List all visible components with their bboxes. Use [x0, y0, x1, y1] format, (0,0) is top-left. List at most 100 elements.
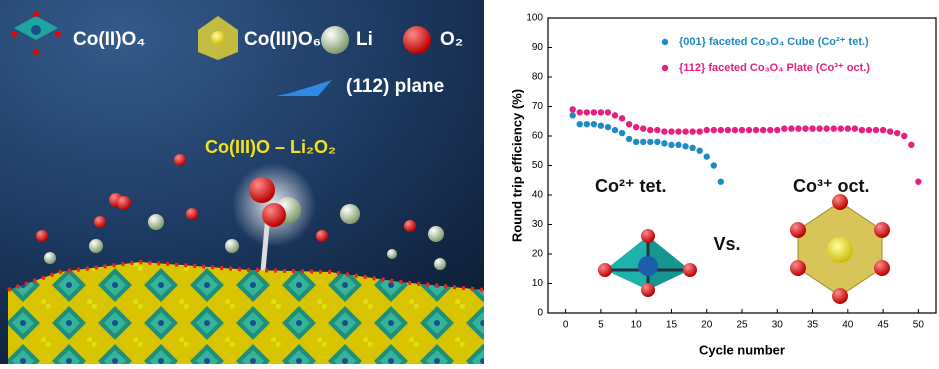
legend-label: Co(III)O₆ — [244, 29, 321, 50]
point — [612, 112, 618, 118]
point — [577, 121, 583, 127]
point — [682, 128, 688, 134]
y-tick-label: 0 — [537, 308, 543, 319]
point — [781, 125, 787, 131]
figure: Co(II)O₄ Co(III)O₆ Li O₂ (112) plane Co(… — [0, 0, 939, 364]
o-atom — [94, 216, 106, 228]
point — [704, 153, 710, 159]
annotation: Vs. — [713, 234, 740, 254]
point — [605, 124, 611, 130]
annotation: Co²⁺ tet. — [595, 176, 667, 196]
point — [591, 121, 597, 127]
o-dot — [33, 49, 39, 55]
o-atom — [404, 220, 416, 232]
point — [816, 125, 822, 131]
point — [661, 140, 667, 146]
point — [823, 125, 829, 131]
point — [689, 128, 695, 134]
point — [661, 128, 667, 134]
li-icon — [321, 26, 349, 54]
legend-label: Li — [356, 29, 373, 50]
point — [809, 125, 815, 131]
y-tick-label: 100 — [526, 13, 543, 24]
o-dot — [11, 31, 17, 37]
point — [569, 112, 575, 118]
point — [788, 125, 794, 131]
point — [633, 139, 639, 145]
point — [838, 125, 844, 131]
point — [640, 125, 646, 131]
legend-label: Co(II)O₄ — [73, 29, 145, 50]
x-tick-label: 50 — [913, 320, 925, 331]
point — [915, 179, 921, 185]
point — [795, 125, 801, 131]
point — [887, 128, 893, 134]
point — [584, 109, 590, 115]
o-atom — [832, 288, 848, 304]
point — [859, 127, 865, 133]
point — [640, 139, 646, 145]
point — [633, 124, 639, 130]
point — [626, 136, 632, 142]
chart-icons — [598, 194, 890, 304]
li-atom — [44, 252, 56, 264]
x-axis-title: Cycle number — [699, 342, 785, 357]
point — [654, 127, 660, 133]
point — [682, 143, 688, 149]
point — [577, 109, 583, 115]
o-atom — [874, 222, 890, 238]
x-tick-label: 10 — [631, 320, 643, 331]
illustration: Co(II)O₄ Co(III)O₆ Li O₂ (112) plane Co(… — [0, 0, 484, 364]
point — [753, 127, 759, 133]
point — [689, 145, 695, 151]
point — [647, 139, 653, 145]
point — [612, 127, 618, 133]
point — [845, 125, 851, 131]
o-atom — [874, 260, 890, 276]
x-tick-label: 25 — [736, 320, 748, 331]
li-atom — [340, 204, 360, 224]
y-tick-label: 50 — [532, 160, 544, 171]
point — [696, 128, 702, 134]
point — [739, 127, 745, 133]
y-tick-label: 90 — [532, 42, 544, 53]
point — [894, 130, 900, 136]
o-atom — [790, 260, 806, 276]
y-tick-label: 60 — [532, 131, 544, 142]
li-atom — [225, 239, 239, 253]
point — [831, 125, 837, 131]
point — [718, 179, 724, 185]
point — [880, 127, 886, 133]
point — [725, 127, 731, 133]
annotation: Co³⁺ oct. — [793, 176, 870, 196]
o-atom — [186, 208, 198, 220]
legend-label: O₂ — [440, 29, 463, 50]
point — [619, 130, 625, 136]
point — [619, 115, 625, 121]
plane-label: (112) plane — [346, 76, 444, 97]
legend-label: {001} faceted Co₃O₄ Cube (Co²⁺ tet.) — [679, 36, 869, 48]
o-dot — [33, 11, 39, 17]
o-atom — [262, 203, 286, 227]
y-tick-label: 20 — [532, 249, 544, 260]
point — [668, 128, 674, 134]
point — [866, 127, 872, 133]
legend-marker — [662, 65, 668, 71]
x-tick-label: 30 — [772, 320, 784, 331]
legend-label: {112} faceted Co₃O₄ Plate (Co³⁺ oct.) — [679, 62, 870, 74]
point — [711, 127, 717, 133]
site-label: Co(III)O – Li₂O₂ — [205, 137, 336, 157]
x-tick-label: 35 — [807, 320, 819, 331]
point — [901, 133, 907, 139]
li-atom — [428, 226, 444, 242]
point — [704, 127, 710, 133]
point — [732, 127, 738, 133]
y-tick-label: 10 — [532, 278, 544, 289]
point — [802, 125, 808, 131]
o-atom — [117, 196, 131, 210]
x-tick-label: 15 — [666, 320, 678, 331]
point — [626, 121, 632, 127]
point — [852, 125, 858, 131]
point — [774, 127, 780, 133]
li-atom — [434, 258, 446, 270]
